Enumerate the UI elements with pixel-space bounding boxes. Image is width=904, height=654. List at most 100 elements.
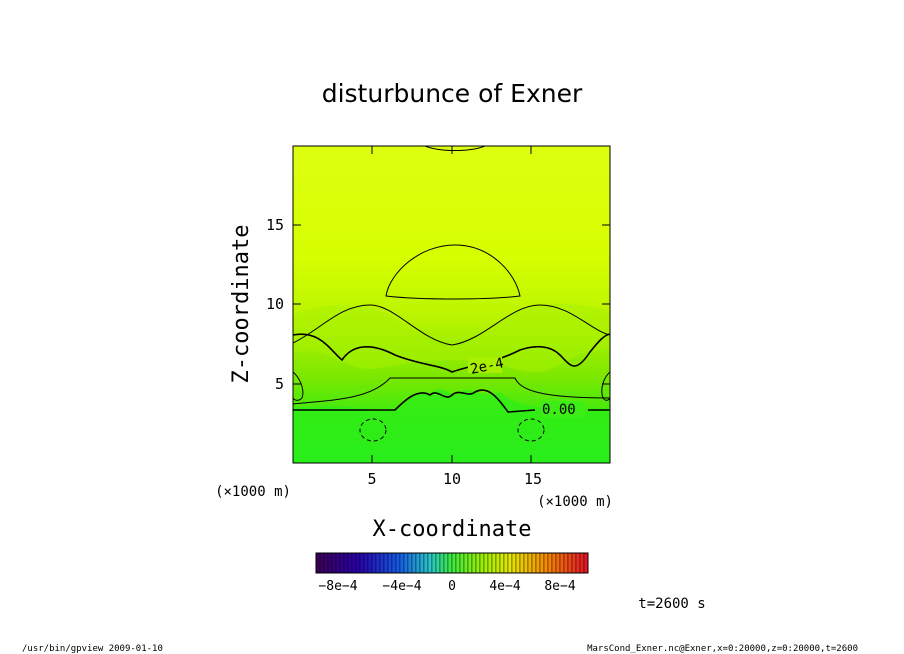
colorbar-step xyxy=(495,552,501,574)
x-tick-10: 10 xyxy=(443,470,461,488)
lower-region xyxy=(293,389,610,463)
colorbar-step xyxy=(431,552,437,574)
contour-lines xyxy=(293,146,610,442)
time-label: t=2600 s xyxy=(638,596,705,612)
contour-neg-right xyxy=(517,418,545,442)
colorbar-step xyxy=(343,552,349,574)
colorbar-tick-4: 8e−4 xyxy=(544,579,575,594)
colorbar-step xyxy=(347,552,353,574)
y-tick-5: 5 xyxy=(275,375,284,393)
colorbar-step xyxy=(375,552,381,574)
colorbar-step xyxy=(583,552,589,574)
colorbar-step xyxy=(487,552,493,574)
colorbar-step xyxy=(503,552,509,574)
colorbar-step xyxy=(467,552,473,574)
colorbar-step xyxy=(387,552,393,574)
colorbar-step xyxy=(547,552,553,574)
colorbar-step xyxy=(443,552,449,574)
colorbar-step xyxy=(435,552,441,574)
colorbar-step xyxy=(563,552,569,574)
colorbar-step xyxy=(491,552,497,574)
footer-right: MarsCond_Exner.nc@Exner,x=0:20000,z=0:20… xyxy=(587,644,858,654)
x-unit-label: (×1000 m) xyxy=(537,494,613,510)
colorbar-step xyxy=(555,552,561,574)
y-tick-10: 10 xyxy=(266,295,284,313)
colorbar-step xyxy=(511,552,517,574)
colorbar-tick-3: 4e−4 xyxy=(489,579,520,594)
z-unit-label: (×1000 m) xyxy=(215,484,291,500)
colorbar-step xyxy=(383,552,389,574)
contour-zero xyxy=(293,389,536,413)
colorbar-step xyxy=(323,552,329,574)
y-tick-15: 15 xyxy=(266,216,284,234)
colorbar-step xyxy=(339,552,345,574)
colorbar-step xyxy=(575,552,581,574)
plot-area: 2e-4 0.00 xyxy=(293,146,610,463)
colorbar-step xyxy=(411,552,417,574)
contour-left-edge xyxy=(293,371,304,401)
colorbar-step xyxy=(559,552,565,574)
colorbar-step xyxy=(415,552,421,574)
colorbar-step xyxy=(551,552,557,574)
colorbar-step xyxy=(463,552,469,574)
contour-label-bg-2 xyxy=(541,401,585,417)
colorbar-step xyxy=(315,552,321,574)
colorbar-step xyxy=(523,552,529,574)
contour-label-bg-1 xyxy=(468,357,502,373)
colorbar-tick-0: −8e−4 xyxy=(318,579,357,594)
colorbar-step xyxy=(427,552,433,574)
colorbar-tick-1: −4e−4 xyxy=(382,579,421,594)
contour-top xyxy=(424,146,486,151)
y-axis-title: Z-coordinate xyxy=(229,225,254,384)
colorbar-step xyxy=(319,552,325,574)
contour-label-2e-4: 2e-4 xyxy=(469,355,505,378)
colorbar-step xyxy=(379,552,385,574)
contour-neg-left xyxy=(359,418,387,442)
contour-right-edge xyxy=(601,371,610,401)
colorbar-step xyxy=(331,552,337,574)
colorbar-step xyxy=(335,552,341,574)
colorbar xyxy=(315,552,589,574)
colorbar-step xyxy=(455,552,461,574)
colorbar-step xyxy=(447,552,453,574)
colorbar-step xyxy=(539,552,545,574)
mid-band xyxy=(293,303,610,373)
x-tick-15: 15 xyxy=(524,470,542,488)
colorbar-step xyxy=(515,552,521,574)
colorbar-step xyxy=(371,552,377,574)
colorbar-step xyxy=(579,552,585,574)
colorbar-step xyxy=(359,552,365,574)
colorbar-step xyxy=(423,552,429,574)
x-tick-5: 5 xyxy=(367,470,376,488)
colorbar-step xyxy=(499,552,505,574)
footer-left: /usr/bin/gpview 2009-01-10 xyxy=(22,644,163,654)
colorbar-step xyxy=(395,552,401,574)
axis-ticks xyxy=(293,146,610,463)
colorbar-step xyxy=(363,552,369,574)
colorbar-step xyxy=(483,552,489,574)
colorbar-frame xyxy=(315,552,589,574)
colorbar-step xyxy=(367,552,373,574)
colorbar-step xyxy=(471,552,477,574)
contour-label-zero: 0.00 xyxy=(542,402,576,418)
colorbar-step xyxy=(399,552,405,574)
x-axis-title: X-coordinate xyxy=(373,517,532,542)
colorbar-step xyxy=(475,552,481,574)
chart-title: disturbunce of Exner xyxy=(322,79,583,108)
colorbar-step xyxy=(543,552,549,574)
colorbar-step xyxy=(407,552,413,574)
colorbar-step xyxy=(391,552,397,574)
contour-dome xyxy=(385,244,521,300)
colorbar-step xyxy=(459,552,465,574)
colorbar-step xyxy=(567,552,573,574)
colorbar-step xyxy=(351,552,357,574)
colorbar-step xyxy=(507,552,513,574)
colorbar-step xyxy=(451,552,457,574)
colorbar-step xyxy=(519,552,525,574)
colorbar-step xyxy=(571,552,577,574)
colorbar-step xyxy=(527,552,533,574)
colorbar-step xyxy=(327,552,333,574)
colorbar-step xyxy=(439,552,445,574)
contour-upper xyxy=(293,304,610,346)
colorbar-step xyxy=(419,552,425,574)
